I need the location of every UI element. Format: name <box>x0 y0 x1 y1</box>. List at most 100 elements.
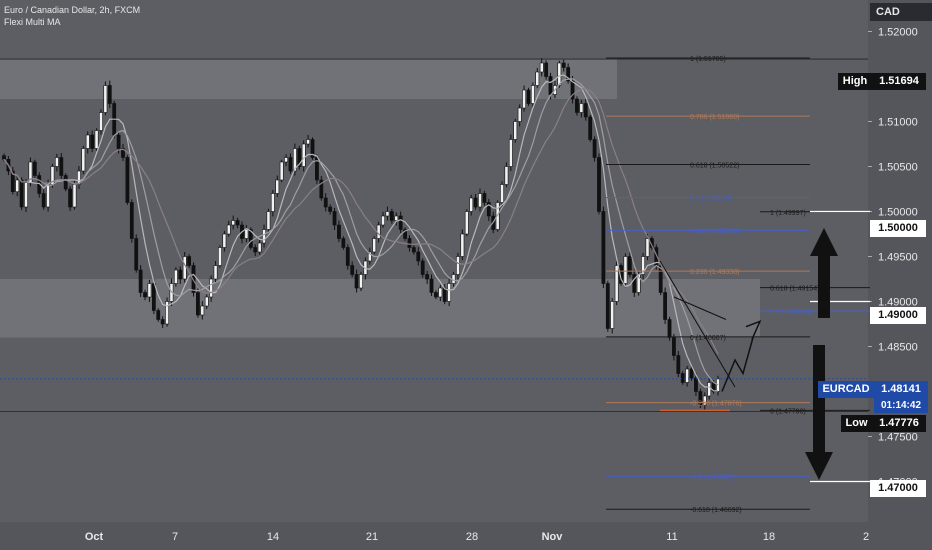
candle-body-83 <box>367 251 372 262</box>
candle-body-88 <box>389 211 394 221</box>
candle-body-87 <box>385 211 390 217</box>
y-tick-label-0: 1.52000 <box>878 27 918 39</box>
fib-label-0-6: 0 (1.48607) <box>690 335 726 342</box>
candle-body-155 <box>685 368 690 383</box>
target-level-2: 1.49000 <box>870 307 926 324</box>
x-tick-label-5: Nov <box>542 531 564 543</box>
candle-body-151 <box>667 319 672 338</box>
candle-body-160 <box>707 382 712 397</box>
candle-body-100 <box>442 287 447 302</box>
candle-body-17 <box>77 170 81 185</box>
candle-body-150 <box>663 292 668 320</box>
candle-body-45 <box>200 305 205 316</box>
candle-body-158 <box>698 391 703 406</box>
y-tick-label-3: 1.50500 <box>878 162 918 174</box>
candle-body-146 <box>645 238 650 257</box>
candle-body-31 <box>138 269 143 293</box>
x-tick-label-1: 7 <box>172 531 178 543</box>
candle-body-142 <box>627 256 632 275</box>
y-tick-label-4: 1.50000 <box>878 207 918 219</box>
candle-body-48 <box>213 265 218 280</box>
currency-badge[interactable]: CAD <box>870 3 932 21</box>
candle-body-79 <box>350 265 355 275</box>
candle-body-107 <box>473 197 478 208</box>
candle-body-55 <box>244 229 249 239</box>
projection-path <box>721 337 754 392</box>
fib-label-0-3: 0.5 (1.50156) <box>690 195 732 202</box>
target-level-1: 1.50000 <box>870 220 926 237</box>
x-tick-label-8: 2 <box>863 531 869 543</box>
candle-body-34 <box>151 283 156 311</box>
up-arrow-icon <box>810 228 838 318</box>
candle-body-114 <box>504 166 509 185</box>
projection-arrowhead <box>745 319 762 340</box>
candle-body-43 <box>191 265 196 293</box>
candle-body-103 <box>456 256 460 275</box>
moving-average-line-3 <box>3 88 719 355</box>
candle-body-49 <box>218 247 222 266</box>
candle-body-36 <box>160 319 165 325</box>
candle-body-56 <box>248 229 253 248</box>
current-price: 1.48141 <box>874 381 928 398</box>
fib-label-0-9: -0.618 (1.46692) <box>690 507 742 514</box>
candle-body-53 <box>235 220 240 226</box>
candle-body-61 <box>270 193 275 212</box>
high-value: 1.51694 <box>872 73 926 90</box>
symbol-title: Euro / Canadian Dollar, 2h, FXCM <box>4 5 141 15</box>
candle-body-74 <box>328 206 333 212</box>
candle-body-19 <box>85 134 90 149</box>
candle-body-130 <box>575 98 579 113</box>
candle-body-72 <box>319 179 324 199</box>
candle-body-65 <box>288 157 293 172</box>
trend-line-2 <box>673 296 727 320</box>
candle-body-2 <box>10 170 15 193</box>
candle-body-139 <box>614 265 619 302</box>
moving-average-line-1 <box>3 74 719 392</box>
candle-body-18 <box>81 148 86 172</box>
candle-body-27 <box>121 148 125 158</box>
candle-body-105 <box>464 211 469 235</box>
candle-body-28 <box>125 157 130 203</box>
candle-body-128 <box>566 67 571 82</box>
moving-average-line-2 <box>3 78 719 386</box>
x-tick-label-3: 21 <box>366 531 378 543</box>
zone-2 <box>0 279 760 338</box>
candle-body-99 <box>438 287 443 298</box>
candle-body-123 <box>544 62 549 77</box>
candle-body-156 <box>689 368 694 379</box>
candle-body-152 <box>672 337 676 356</box>
fib-label-0-8: -0.5 (1.47057) <box>690 474 734 481</box>
candle-body-24 <box>107 85 112 104</box>
candle-body-90 <box>398 215 403 230</box>
candle-body-30 <box>134 238 139 271</box>
x-tick-label-6: 11 <box>666 531 677 543</box>
candle-body-40 <box>178 269 183 280</box>
candle-body-35 <box>156 310 161 320</box>
fib-label-0-4: 0.382 (1.49790) <box>690 228 739 235</box>
candle-body-4 <box>19 179 24 208</box>
fib-label-1-1: 0.618 (1.49154) <box>770 286 819 293</box>
candle-body-95 <box>420 260 425 275</box>
candle-body-145 <box>641 256 645 275</box>
candle-body-32 <box>143 292 147 298</box>
candle-body-5 <box>24 182 28 208</box>
candle-body-94 <box>416 251 421 262</box>
candle-body-58 <box>257 242 262 253</box>
candle-body-159 <box>702 395 707 406</box>
candle-body-119 <box>526 89 531 104</box>
fib-label-1-2: 0.5 (1.48894) <box>770 309 812 316</box>
candle-body-124 <box>548 76 553 95</box>
candle-body-120 <box>530 85 535 104</box>
candle-body-12 <box>54 157 59 167</box>
candle-body-109 <box>482 193 487 203</box>
candle-body-50 <box>222 233 227 248</box>
candle-body-3 <box>15 179 20 192</box>
candle-body-26 <box>116 134 121 149</box>
candle-body-136 <box>601 211 606 284</box>
candle-body-115 <box>508 139 513 167</box>
candle-body-127 <box>561 62 566 68</box>
candle-body-101 <box>447 283 452 302</box>
candle-body-76 <box>337 224 341 239</box>
